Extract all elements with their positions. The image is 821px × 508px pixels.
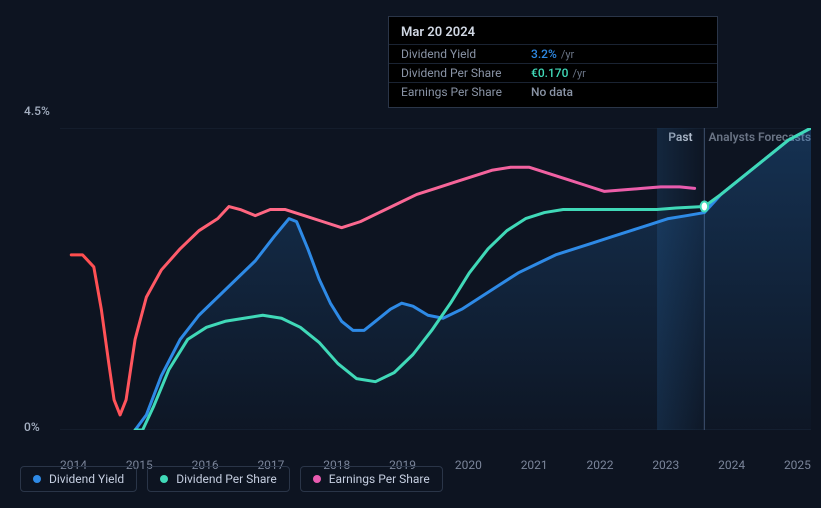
x-tick-label: 2025 (784, 458, 811, 472)
y-axis-min: 0% (24, 420, 40, 434)
tooltip-metric-label: Dividend Yield (401, 47, 531, 61)
legend-item[interactable]: Dividend Yield (20, 466, 137, 492)
tooltip-metric-label: Dividend Per Share (401, 66, 531, 80)
tooltip-metric-value: 3.2% (531, 47, 557, 61)
legend-item[interactable]: Dividend Per Share (147, 466, 290, 492)
line-chart[interactable] (60, 128, 811, 430)
legend-dot-icon (313, 475, 321, 483)
x-tick-label: 2020 (455, 458, 482, 472)
tooltip-date: Mar 20 2024 (389, 23, 717, 44)
tooltip-row: Dividend Per Share€0.170/yr (389, 63, 717, 82)
x-tick-label: 2021 (521, 458, 548, 472)
legend-item-label: Dividend Per Share (176, 472, 277, 486)
chart-area: 4.5% 0% Past Analysts Forecasts 20142015… (20, 108, 811, 450)
legend-item-label: Earnings Per Share (329, 472, 430, 486)
legend-item[interactable]: Earnings Per Share (300, 466, 443, 492)
chart-tooltip: Mar 20 2024 Dividend Yield3.2%/yrDividen… (388, 16, 718, 108)
legend-item-label: Dividend Yield (49, 472, 124, 486)
x-tick-label: 2024 (718, 458, 745, 472)
tooltip-row: Dividend Yield3.2% /yr (389, 44, 717, 63)
x-tick-label: 2023 (652, 458, 679, 472)
tooltip-row: Earnings Per ShareNo data (389, 82, 717, 101)
chart-legend: Dividend Yield Dividend Per Share Earnings… (20, 466, 443, 492)
y-axis-max: 4.5% (24, 104, 50, 118)
legend-dot-icon (160, 475, 168, 483)
tooltip-metric-value: €0.170 (531, 66, 568, 80)
x-tick-label: 2022 (587, 458, 614, 472)
tooltip-metric-value: No data (531, 85, 573, 99)
legend-dot-icon (33, 475, 41, 483)
tooltip-metric-unit: /yr (572, 67, 585, 80)
tooltip-metric-label: Earnings Per Share (401, 85, 531, 99)
tooltip-metric-unit: /yr (561, 48, 574, 61)
